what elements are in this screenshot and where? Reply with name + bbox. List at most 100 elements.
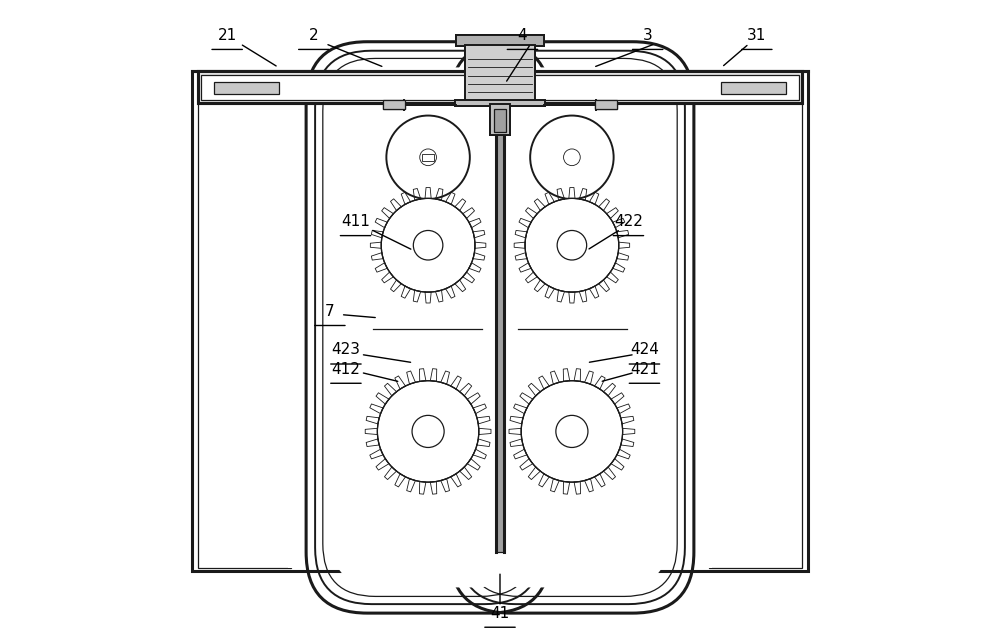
Polygon shape [585, 478, 593, 492]
Bar [456, 35, 544, 46]
Polygon shape [395, 474, 405, 487]
Bar [490, 104, 510, 135]
Circle shape [386, 116, 470, 199]
Polygon shape [589, 193, 599, 204]
Polygon shape [473, 404, 486, 413]
Bar [198, 71, 802, 103]
Polygon shape [574, 369, 581, 381]
Polygon shape [430, 482, 437, 494]
Text: 411: 411 [341, 214, 370, 229]
Polygon shape [595, 376, 605, 389]
Polygon shape [595, 474, 605, 487]
Polygon shape [534, 199, 545, 211]
Polygon shape [370, 404, 383, 413]
Circle shape [377, 381, 479, 482]
Polygon shape [539, 474, 549, 487]
Polygon shape [469, 218, 481, 228]
Polygon shape [621, 416, 634, 424]
Polygon shape [401, 193, 411, 204]
Polygon shape [479, 428, 491, 435]
Polygon shape [390, 280, 401, 291]
Polygon shape [520, 458, 533, 470]
Polygon shape [574, 482, 581, 494]
Polygon shape [446, 193, 455, 204]
Polygon shape [579, 290, 587, 302]
Polygon shape [514, 242, 525, 248]
Text: 412: 412 [331, 361, 360, 377]
Text: 4: 4 [518, 28, 527, 43]
Polygon shape [611, 458, 624, 470]
Polygon shape [585, 371, 593, 385]
Polygon shape [469, 263, 481, 272]
Polygon shape [611, 393, 624, 404]
Polygon shape [510, 439, 523, 447]
Polygon shape [528, 467, 540, 480]
Polygon shape [473, 253, 485, 260]
Text: 7: 7 [325, 304, 335, 319]
Polygon shape [519, 218, 531, 228]
Polygon shape [607, 207, 618, 218]
Circle shape [557, 230, 587, 260]
Polygon shape [607, 272, 618, 283]
Polygon shape [407, 371, 415, 385]
Polygon shape [613, 263, 625, 272]
Polygon shape [413, 290, 421, 302]
Bar [721, 82, 786, 94]
Polygon shape [384, 467, 397, 480]
Polygon shape [525, 207, 537, 218]
Polygon shape [390, 199, 401, 211]
Polygon shape [475, 242, 486, 248]
Polygon shape [436, 189, 443, 200]
Bar [455, 100, 545, 106]
Polygon shape [545, 193, 554, 204]
Circle shape [413, 230, 443, 260]
Polygon shape [366, 416, 379, 424]
Circle shape [556, 415, 588, 447]
Polygon shape [451, 474, 461, 487]
Polygon shape [371, 253, 383, 260]
Bar [383, 100, 405, 109]
Polygon shape [455, 199, 466, 211]
Polygon shape [545, 286, 554, 298]
Polygon shape [407, 478, 415, 492]
Polygon shape [515, 253, 527, 260]
Polygon shape [477, 439, 490, 447]
Polygon shape [413, 189, 421, 200]
Text: 41: 41 [490, 605, 510, 621]
FancyBboxPatch shape [476, 67, 668, 587]
Polygon shape [375, 218, 387, 228]
Bar [198, 103, 291, 568]
Polygon shape [425, 187, 431, 198]
Polygon shape [514, 404, 527, 413]
Text: 423: 423 [331, 342, 360, 358]
Polygon shape [371, 230, 383, 238]
Polygon shape [401, 286, 411, 298]
Bar [214, 82, 279, 94]
Bar [465, 45, 535, 101]
Polygon shape [473, 230, 485, 238]
Polygon shape [467, 458, 480, 470]
Bar [422, 154, 434, 160]
Polygon shape [376, 393, 389, 404]
Polygon shape [463, 272, 475, 283]
Bar [214, 82, 279, 94]
Polygon shape [370, 242, 381, 248]
Polygon shape [451, 376, 461, 389]
Bar [198, 71, 802, 103]
Polygon shape [617, 404, 630, 413]
Bar [383, 100, 405, 109]
Polygon shape [619, 242, 630, 248]
Bar [192, 71, 808, 571]
Bar [465, 45, 535, 101]
Bar [288, 103, 712, 568]
Polygon shape [419, 369, 426, 381]
Bar [490, 104, 510, 135]
FancyBboxPatch shape [332, 67, 524, 587]
Polygon shape [569, 187, 575, 198]
Bar [595, 100, 617, 109]
Circle shape [564, 149, 580, 166]
Bar [595, 100, 617, 109]
Circle shape [412, 415, 444, 447]
Polygon shape [376, 458, 389, 470]
Polygon shape [563, 369, 570, 381]
